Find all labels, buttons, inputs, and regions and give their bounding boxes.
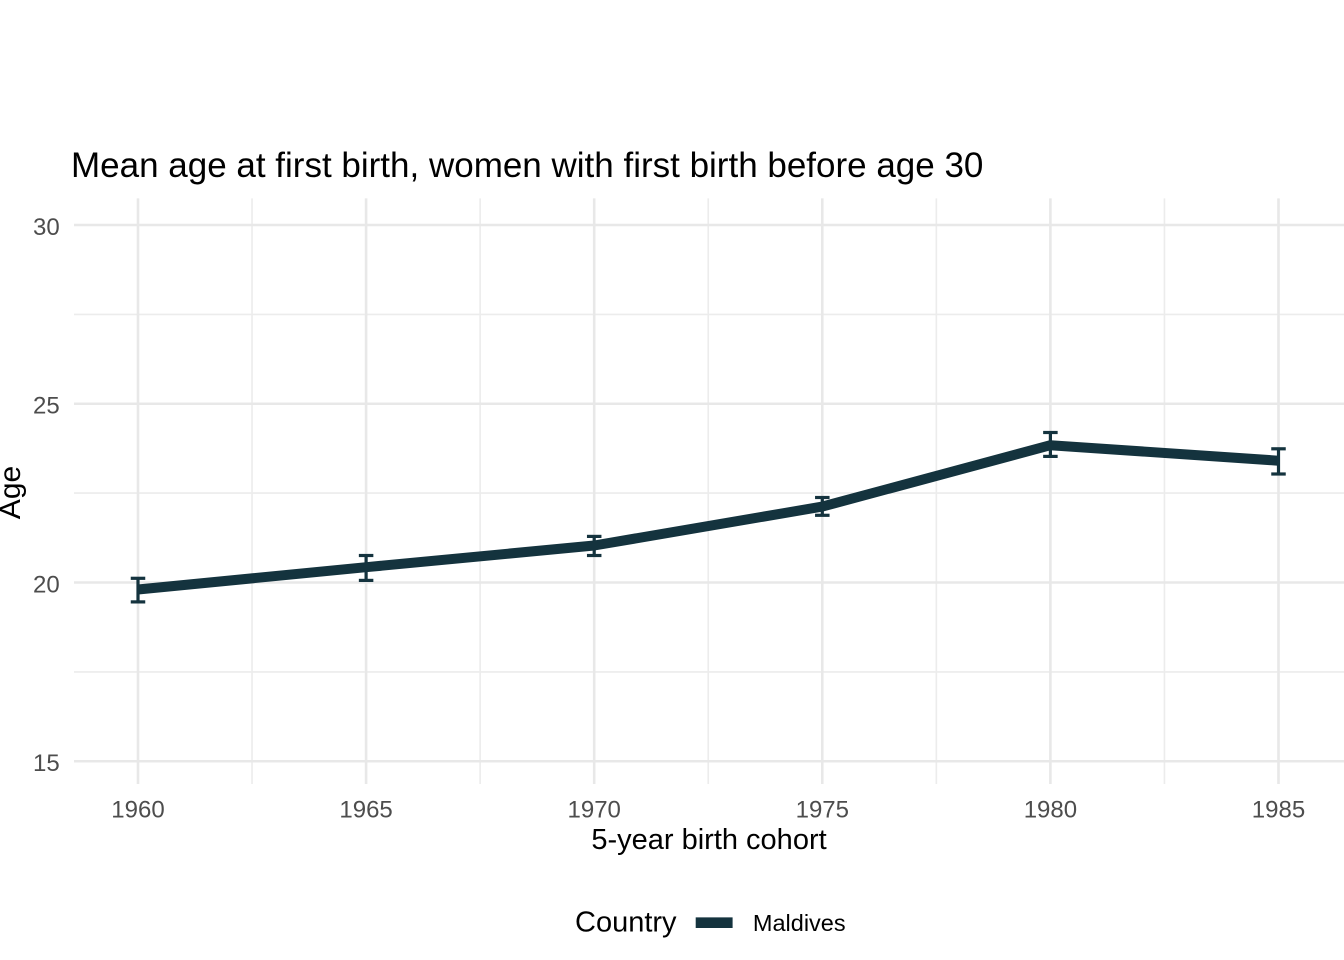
svg-text:Country: Country [575, 907, 677, 939]
svg-text:25: 25 [33, 393, 60, 420]
svg-text:Mean age at first birth, women: Mean age at first birth, women with firs… [71, 146, 983, 185]
svg-text:Age: Age [0, 466, 27, 519]
svg-text:Maldives: Maldives [753, 910, 846, 936]
svg-text:30: 30 [33, 214, 60, 241]
svg-text:15: 15 [33, 750, 60, 777]
svg-text:1980: 1980 [1024, 796, 1077, 823]
svg-text:1960: 1960 [111, 796, 164, 823]
svg-text:20: 20 [33, 571, 60, 598]
svg-text:1985: 1985 [1252, 796, 1305, 823]
svg-text:1965: 1965 [339, 796, 392, 823]
svg-text:1975: 1975 [796, 796, 849, 823]
svg-text:5-year birth cohort: 5-year birth cohort [591, 824, 826, 856]
svg-text:1970: 1970 [568, 796, 621, 823]
